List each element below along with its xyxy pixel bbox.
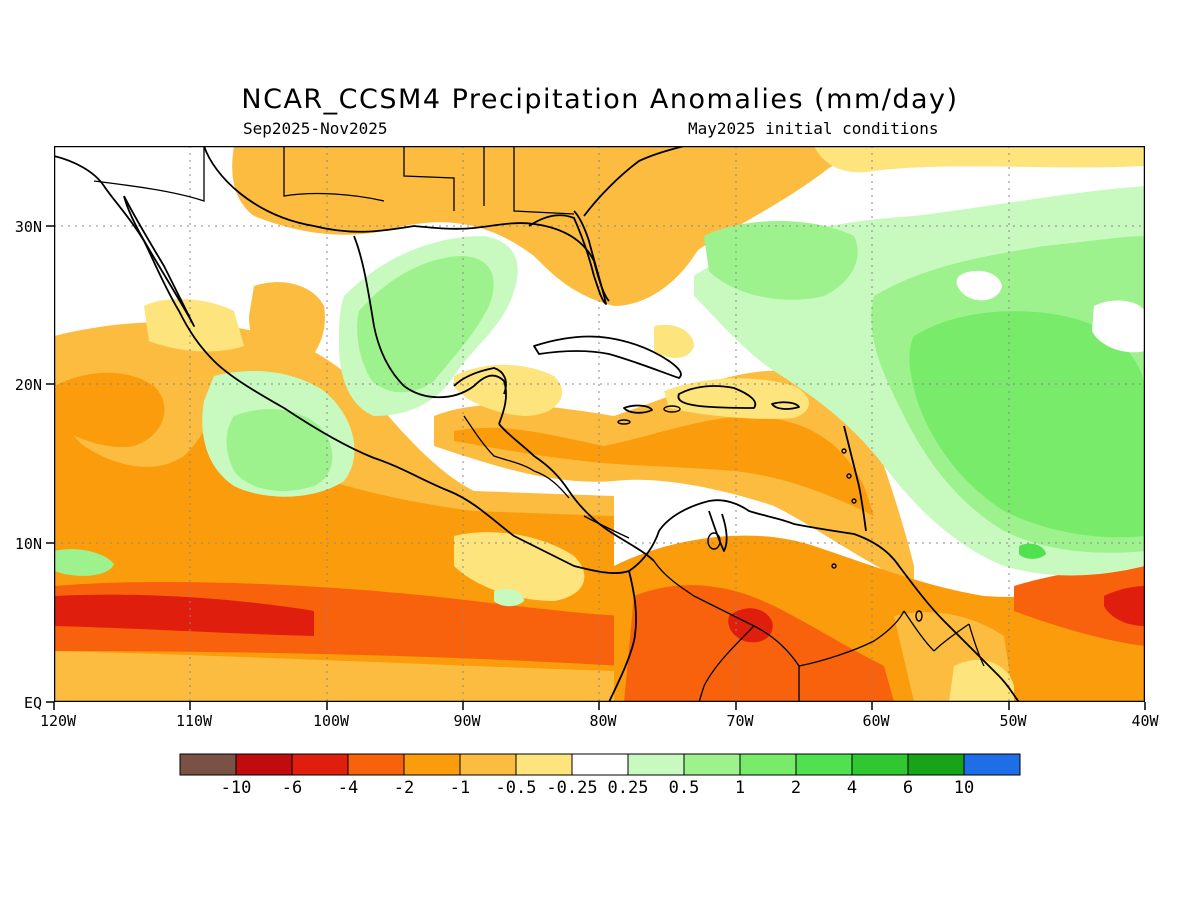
field-wet-pacific-small-inner [494,589,524,607]
field-dry-caribbean-core [454,416,874,516]
field-dry-mexico-core [54,372,165,447]
lat-label-20n: 20N [15,376,42,394]
colorbar-labels: -10 -6 -4 -2 -1 -0.5 -0.25 0.25 0.5 1 2 4 6 10 [221,778,975,798]
colorbar-label: -10 [221,778,252,798]
field-wet-pacific-small [54,549,114,576]
colorbar-swatch [515,753,573,776]
colorbar-label: 10 [954,778,974,798]
field-wet-pacific-mexico [226,409,333,491]
lon-label-90w: 90W [453,712,481,730]
field-wet-atlantic-dot [1019,543,1046,559]
field-wet-atlantic-north-outer [704,221,858,300]
colorbar-swatch [179,753,237,776]
colorbar-label: 6 [903,778,913,798]
initial-conditions: May2025 initial conditions [688,119,939,138]
colorbar-swatch [739,753,797,776]
colorbar-label: -4 [338,778,358,798]
lon-label-80w: 80W [589,712,617,730]
lat-label-eq: EQ [24,694,42,712]
lat-label-10n: 10N [15,535,42,553]
colorbar-swatch [291,753,349,776]
colorbar [179,753,1021,776]
field-wet-gulf-inner [357,256,494,393]
field-dry-atlantic-core [1104,586,1145,626]
colorbar-label: 1 [735,778,745,798]
coastlines [54,146,1020,702]
map-title: NCAR_CCSM4 Precipitation Anomalies (mm/d… [241,84,959,115]
colorbar-label: 4 [847,778,857,798]
colorbar-swatch [403,753,461,776]
forecast-period: Sep2025-Nov2025 [243,119,388,138]
field-dry-brazil-coast [949,659,1014,702]
lat-label-30n: 30N [15,218,42,236]
colorbar-swatch [347,753,405,776]
lon-label-40w: 40W [1131,712,1159,730]
country-borders [93,146,985,702]
lon-label-110w: 110W [176,712,213,730]
colorbar-label: -0.5 [496,778,537,798]
lat-lon-grid [54,146,1145,702]
colorbar-label: 0.25 [608,778,649,798]
field-wet-atlantic-core [909,311,1145,538]
field-dry-sa-orange [624,585,894,702]
map-canvas [54,146,1145,702]
colorbar-swatch [571,753,629,776]
colorbar-swatch [459,753,517,776]
lon-label-70w: 70W [726,712,754,730]
colorbar-swatch [795,753,853,776]
colorbar-swatch [851,753,909,776]
field-dry-panama-south [454,532,585,601]
lon-label-100w: 100W [313,712,350,730]
colorbar-swatch [907,753,965,776]
anomaly-fields [54,146,1145,702]
colorbar-label: 0.5 [669,778,700,798]
field-dry-sa-core [728,608,773,643]
colorbar-swatch [963,753,1021,776]
field-dry-mexico-inland [249,282,325,376]
colorbar-swatch [235,753,293,776]
lon-label-60w: 60W [862,712,890,730]
field-dry-florida-atlantic [574,146,854,296]
field-dry-atlantic-east [1014,561,1145,646]
field-dry-bahamas [654,324,694,358]
colorbar-label: -0.25 [546,778,597,798]
colorbar-label: -6 [282,778,302,798]
precipitation-anomaly-map [54,146,1145,702]
field-dry-gulf-south-strip [454,364,563,416]
map-frame [54,146,1145,702]
colorbar-swatch [683,753,741,776]
islands [617,405,923,622]
field-wet-atlantic-hole [956,270,1002,301]
colorbar-swatch [627,753,685,776]
colorbar-label: -1 [450,778,470,798]
lon-label-50w: 50W [999,712,1027,730]
lon-label-120w: 120W [40,712,77,730]
field-dry-pacific-south [54,651,614,702]
field-dry-gulf-stream [814,146,1145,173]
colorbar-label: -2 [394,778,414,798]
field-dry-itcz-core [54,594,314,636]
field-wet-atlantic-hole2 [1092,300,1145,353]
colorbar-label: 2 [791,778,801,798]
